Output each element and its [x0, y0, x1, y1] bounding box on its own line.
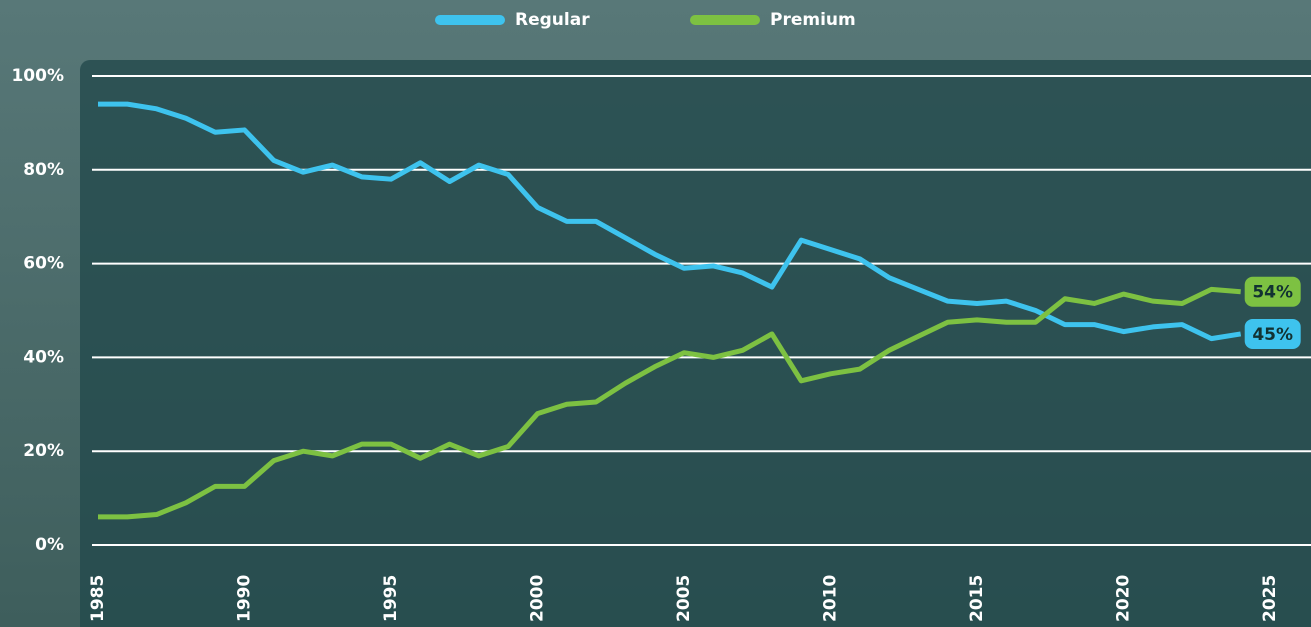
y-tick-label: 100%: [11, 66, 64, 86]
x-tick-label: 2005: [674, 575, 694, 622]
x-tick-label: 1985: [88, 575, 108, 622]
value-label: 54%: [1252, 283, 1293, 303]
x-tick-label: 2015: [967, 575, 987, 622]
x-tick-label: 2025: [1260, 575, 1280, 622]
x-tick-label: 2020: [1114, 575, 1134, 622]
chart: 0% 20% 40% 60% 80% 100% 1985 1990 1995 2000 2005 20…: [0, 0, 1311, 627]
y-tick-label: 0%: [35, 535, 64, 555]
x-tick-label: 2010: [821, 575, 841, 622]
value-label: 45%: [1252, 325, 1293, 345]
y-tick-label: 80%: [23, 160, 64, 180]
page: 0% 20% 40% 60% 80% 100% 1985 1990 1995 2000 2005 20…: [0, 0, 1311, 627]
y-tick-label: 60%: [23, 254, 64, 274]
plot-area: [80, 60, 1311, 627]
y-tick-label: 20%: [23, 441, 64, 461]
x-tick-label: 1990: [235, 575, 255, 622]
legend-label: Premium: [770, 10, 856, 30]
x-tick-label: 2000: [528, 575, 548, 622]
y-tick-label: 40%: [23, 347, 64, 367]
x-tick-label: 1995: [381, 575, 401, 622]
legend-label: Regular: [515, 10, 590, 30]
